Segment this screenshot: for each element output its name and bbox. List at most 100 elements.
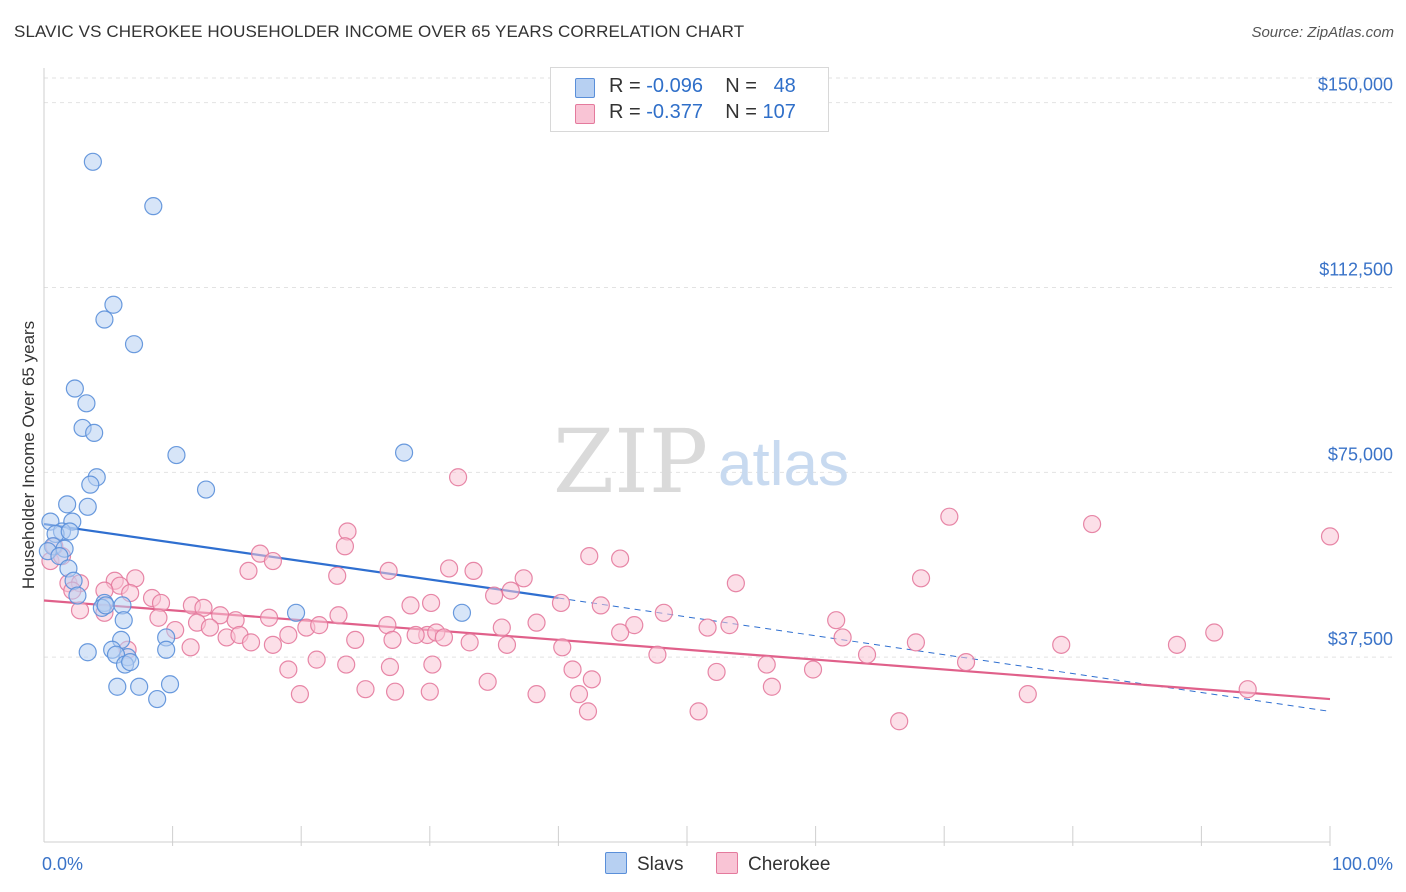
- data-point-cherokee: [1167, 635, 1187, 654]
- data-point-cherokee: [328, 566, 347, 585]
- data-point-cherokee: [906, 633, 926, 652]
- data-point-slavs: [58, 495, 77, 514]
- data-point-cherokee: [263, 635, 283, 654]
- data-point-cherokee: [501, 581, 520, 600]
- stats-legend: R = -0.096 N = 48 R = -0.377 N = 107: [550, 67, 829, 132]
- data-point-cherokee: [279, 625, 298, 645]
- data-point-cherokee: [1018, 685, 1037, 704]
- data-point-cherokee: [551, 593, 571, 613]
- bottom-legend-cherokee: Cherokee: [716, 852, 830, 876]
- data-point-cherokee: [956, 652, 976, 672]
- data-point-cherokee: [329, 606, 348, 625]
- data-point-cherokee: [514, 569, 533, 588]
- data-point-cherokee: [563, 660, 582, 679]
- legend-n-label: N =: [725, 101, 757, 123]
- trend-line-cherokee: [43, 599, 1331, 701]
- data-point-slavs: [60, 522, 79, 541]
- legend-r-label: R =: [609, 101, 641, 123]
- data-point-cherokee: [151, 593, 171, 613]
- data-point-cherokee: [890, 712, 909, 731]
- data-point-cherokee: [578, 702, 598, 721]
- bottom-legend-swatch-cherokee: [716, 852, 738, 874]
- data-point-cherokee: [911, 569, 931, 588]
- data-point-slavs: [83, 152, 102, 171]
- watermark-atlas: atlas: [718, 430, 849, 499]
- axes: [43, 68, 1331, 846]
- data-point-cherokee: [346, 630, 365, 650]
- data-point-cherokee: [833, 628, 852, 647]
- data-point-cherokee: [421, 593, 441, 613]
- data-point-cherokee: [762, 677, 781, 696]
- legend-r-value: -0.377: [646, 101, 703, 123]
- data-point-cherokee: [460, 633, 479, 652]
- data-point-slavs: [77, 394, 96, 413]
- data-point-cherokee: [310, 616, 329, 635]
- legend-r-label: R =: [609, 75, 641, 97]
- data-point-cherokee: [527, 685, 546, 704]
- trend-extension-slavs: [558, 597, 1331, 712]
- data-point-cherokee: [259, 608, 279, 627]
- data-point-cherokee: [448, 468, 468, 487]
- data-point-cherokee: [689, 702, 708, 721]
- legend-r-value: -0.096: [646, 75, 703, 97]
- data-point-cherokee: [527, 613, 546, 632]
- data-point-cherokee: [406, 625, 425, 645]
- data-point-slavs: [167, 445, 186, 465]
- data-point-slavs: [104, 295, 123, 314]
- data-point-cherokee: [379, 561, 398, 581]
- watermark: ZIP atlas: [553, 410, 849, 513]
- data-point-cherokee: [239, 561, 258, 581]
- data-point-cherokee: [401, 596, 420, 615]
- data-point-cherokee: [380, 657, 400, 677]
- data-point-slavs: [50, 547, 69, 566]
- y-tick-label: $112,500: [1319, 259, 1393, 279]
- x-tick-label: 0.0%: [42, 854, 83, 874]
- data-point-cherokee: [857, 645, 877, 664]
- y-tick-label: $37,500: [1328, 629, 1393, 649]
- data-point-cherokee: [698, 618, 717, 637]
- data-point-cherokee: [485, 586, 504, 605]
- data-point-cherokee: [1052, 635, 1071, 654]
- data-point-slavs: [81, 475, 100, 494]
- tick-labels: $37,500 $75,000 $112,500 $150,000 0.0% 100.0%: [42, 75, 1393, 874]
- data-point-cherokee: [497, 635, 517, 654]
- data-point-cherokee: [940, 507, 959, 526]
- data-point-slavs: [68, 586, 87, 605]
- watermark-zip: ZIP: [553, 410, 708, 513]
- data-point-slavs: [78, 497, 97, 516]
- y-tick-label: $75,000: [1328, 444, 1393, 464]
- data-points: [38, 152, 1340, 731]
- chart-title: SLAVIC VS CHEROKEE HOUSEHOLDER INCOME OV…: [14, 22, 745, 41]
- data-point-cherokee: [492, 618, 511, 637]
- data-point-slavs: [85, 423, 104, 442]
- data-point-slavs: [96, 596, 115, 615]
- data-point-cherokee: [335, 537, 355, 556]
- data-point-cherokee: [611, 623, 630, 642]
- data-point-cherokee: [1082, 514, 1102, 534]
- data-point-cherokee: [383, 630, 402, 650]
- data-point-cherokee: [569, 685, 589, 704]
- legend-n-value: 107: [762, 101, 796, 123]
- data-point-cherokee: [625, 616, 644, 635]
- bottom-legend-swatch-slavs: [605, 852, 627, 874]
- data-point-cherokee: [290, 685, 310, 704]
- data-point-cherokee: [307, 650, 326, 669]
- data-point-cherokee: [200, 618, 219, 637]
- data-point-slavs: [121, 652, 140, 672]
- data-point-cherokee: [338, 522, 357, 541]
- y-tick-label: $150,000: [1318, 75, 1393, 95]
- data-point-slavs: [452, 603, 472, 622]
- data-point-cherokee: [580, 547, 599, 566]
- legend-swatch-slavs: [575, 78, 595, 98]
- data-point-cherokee: [553, 638, 572, 657]
- data-point-cherokee: [1320, 527, 1340, 546]
- data-point-slavs: [114, 611, 133, 630]
- bottom-legend-label-slavs: Slavs: [637, 854, 684, 875]
- data-point-cherokee: [591, 596, 610, 615]
- trend-line-slavs: [43, 522, 559, 600]
- data-point-cherokee: [337, 655, 356, 674]
- trend-lines: [43, 522, 1331, 712]
- data-point-slavs: [108, 677, 127, 696]
- legend-n-label: N =: [725, 75, 757, 97]
